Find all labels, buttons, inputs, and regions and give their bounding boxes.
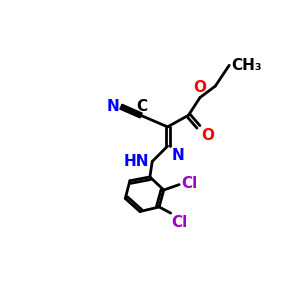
Text: CH₃: CH₃ <box>231 58 261 73</box>
Text: Cl: Cl <box>182 176 198 191</box>
Text: N: N <box>106 99 119 114</box>
Text: HN: HN <box>124 154 149 169</box>
Text: N: N <box>172 148 184 163</box>
Text: Cl: Cl <box>172 215 188 230</box>
Text: O: O <box>202 128 214 143</box>
Text: O: O <box>194 80 206 95</box>
Text: C: C <box>136 99 147 114</box>
